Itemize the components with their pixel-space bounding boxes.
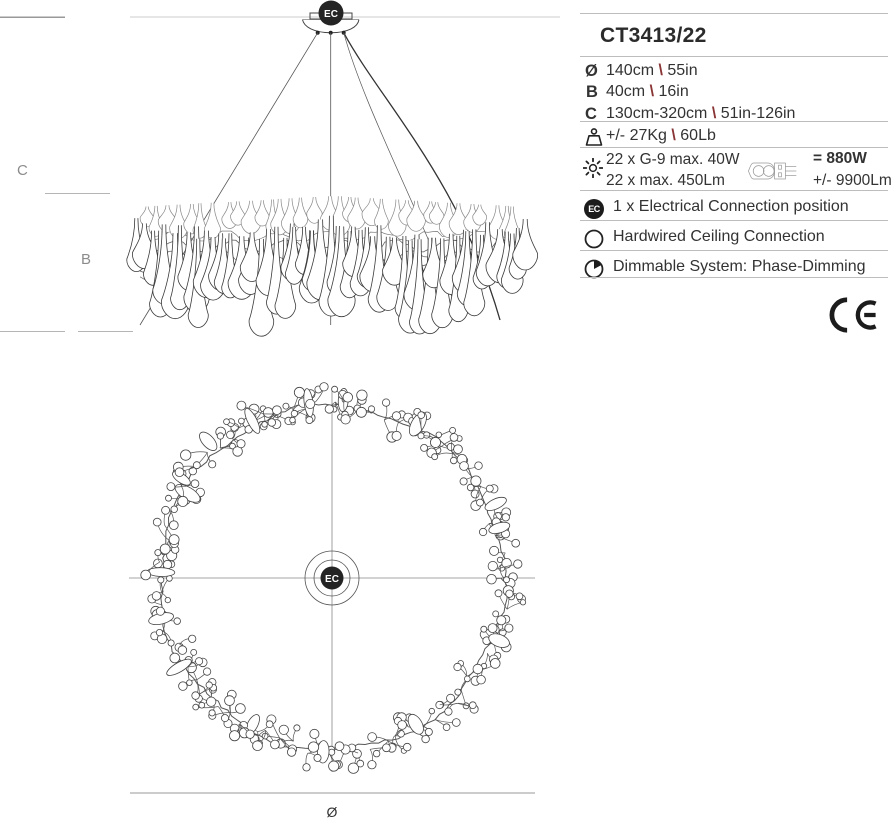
svg-text:EC: EC: [325, 574, 339, 585]
svg-text:Ø: Ø: [327, 804, 338, 820]
